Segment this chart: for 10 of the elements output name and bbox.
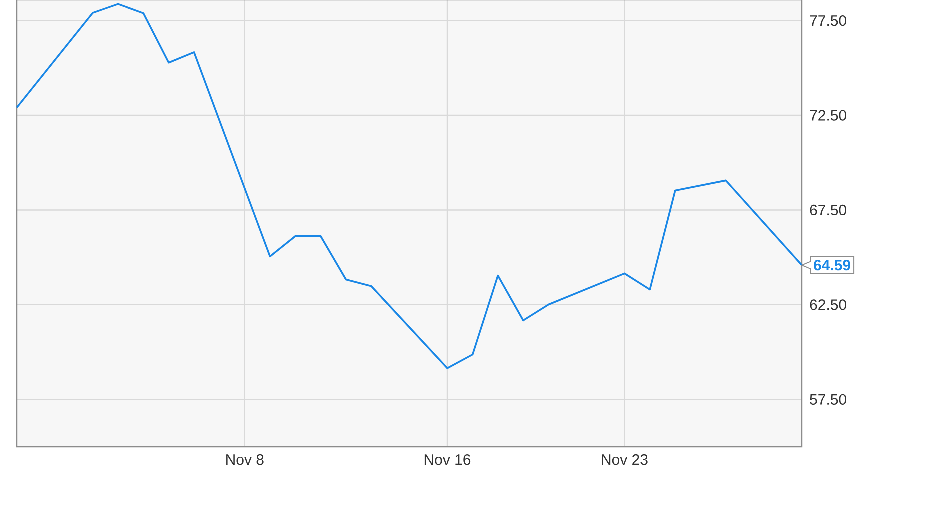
annotation: 64.59 (814, 260, 850, 271)
line-series (16, 3, 803, 370)
x-tick-label: Nov 8 (226, 454, 264, 466)
y-tick-label: 77.50 (810, 16, 846, 26)
y-tick-label: 57.50 (810, 394, 846, 405)
x-tick-label: Nov 16 (424, 454, 471, 466)
y-tick-label: 62.50 (810, 300, 846, 310)
x-tick-label: Nov 23 (602, 454, 648, 466)
y-tick-label: 67.50 (810, 204, 846, 216)
y-tick-label: 72.50 (810, 110, 846, 121)
